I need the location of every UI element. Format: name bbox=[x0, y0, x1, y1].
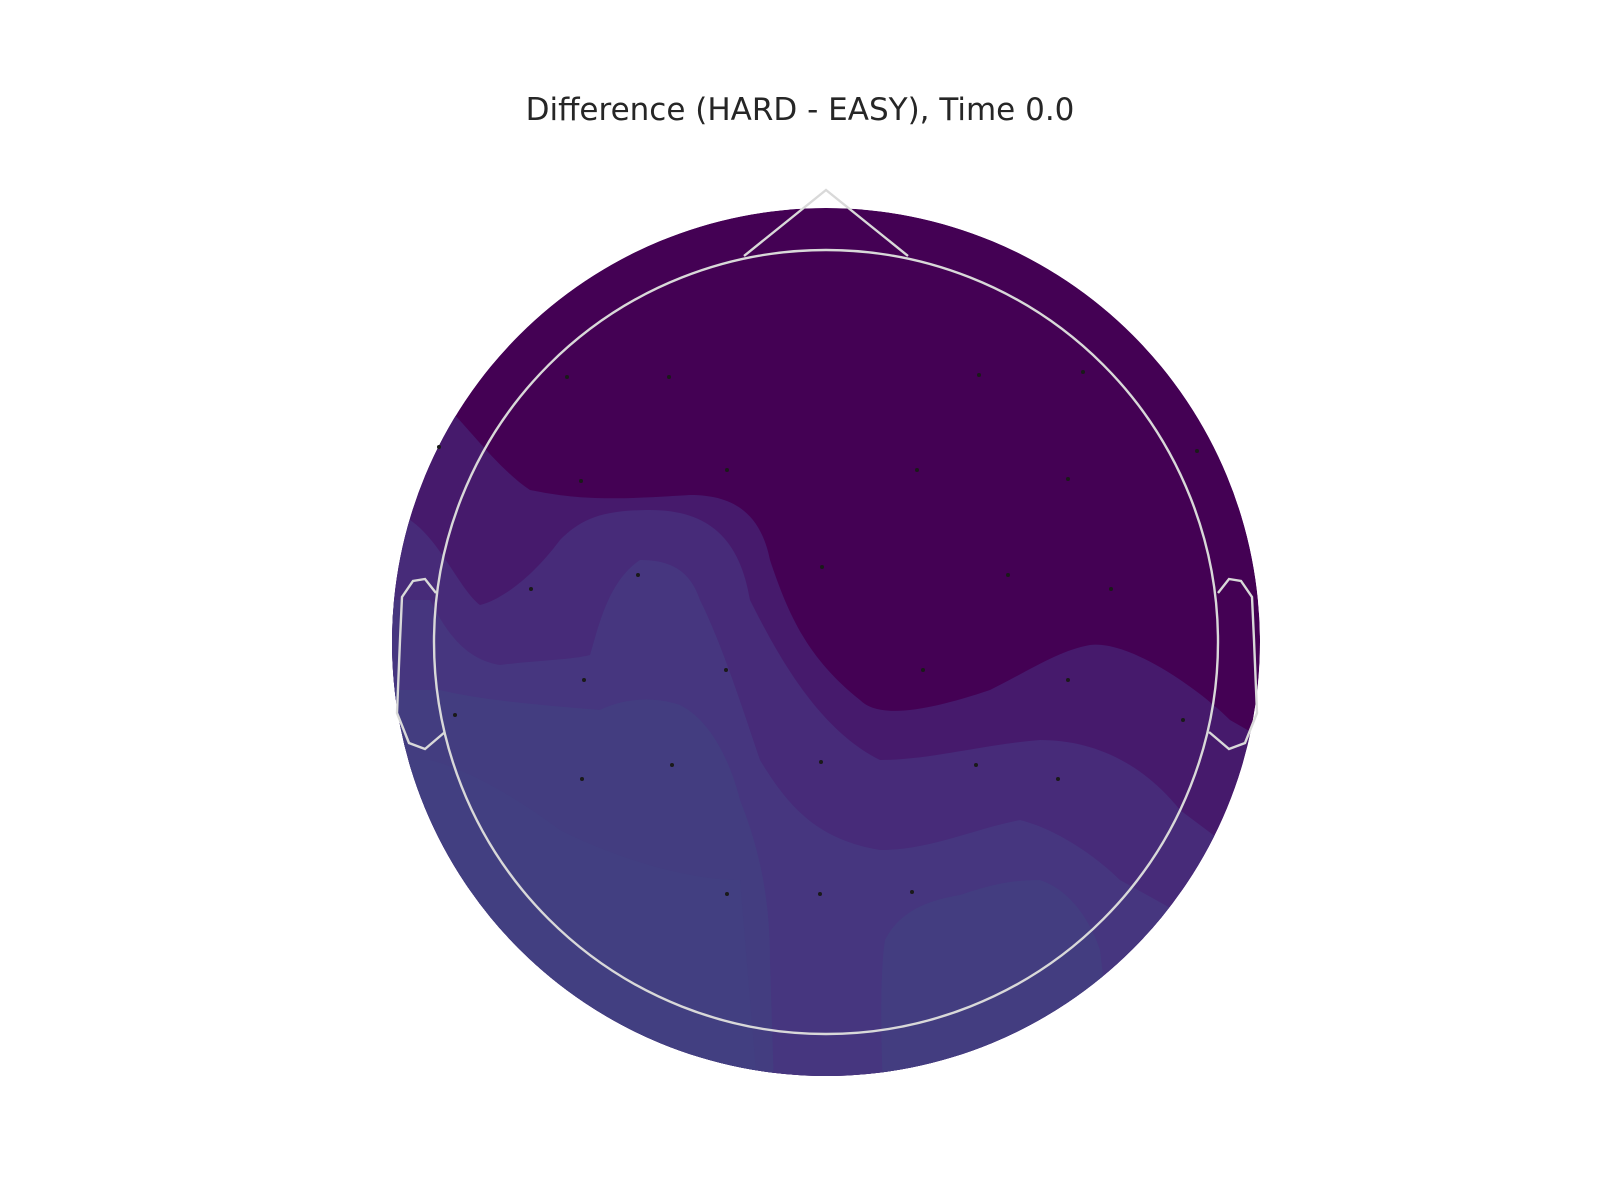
sensor-marker bbox=[565, 375, 569, 379]
sensor-marker bbox=[1081, 370, 1085, 374]
sensor-marker bbox=[1066, 678, 1070, 682]
sensor-marker bbox=[725, 892, 729, 896]
right-ear-outline bbox=[1208, 577, 1259, 751]
sensor-marker bbox=[580, 777, 584, 781]
sensor-marker bbox=[725, 468, 729, 472]
sensor-marker bbox=[529, 587, 533, 591]
sensor-marker bbox=[579, 479, 583, 483]
sensor-marker bbox=[974, 763, 978, 767]
sensor-marker bbox=[1181, 718, 1185, 722]
sensor-marker bbox=[670, 763, 674, 767]
topomap-field bbox=[392, 208, 1260, 1076]
sensor-marker bbox=[1006, 573, 1010, 577]
sensor-marker bbox=[724, 668, 728, 672]
sensor-marker bbox=[977, 373, 981, 377]
sensor-marker bbox=[1066, 477, 1070, 481]
sensor-marker bbox=[910, 890, 914, 894]
sensor-marker bbox=[636, 573, 640, 577]
head-outline bbox=[395, 188, 1259, 1036]
head-circle bbox=[432, 248, 1220, 1036]
sensor-marker bbox=[820, 565, 824, 569]
sensor-marker bbox=[437, 445, 441, 449]
chart-title: Difference (HARD - EASY), Time 0.0 bbox=[525, 92, 1075, 128]
sensor-marker bbox=[1109, 587, 1113, 591]
sensor-marker bbox=[582, 678, 586, 682]
sensor-marker bbox=[667, 375, 671, 379]
sensor-marker bbox=[1195, 449, 1199, 453]
sensor-positions bbox=[437, 370, 1199, 896]
left-ear-outline bbox=[395, 577, 446, 751]
sensor-marker bbox=[819, 760, 823, 764]
sensor-marker bbox=[1056, 777, 1060, 781]
sensor-marker bbox=[453, 713, 457, 717]
nose-outline bbox=[743, 188, 909, 257]
sensor-marker bbox=[921, 668, 925, 672]
sensor-marker bbox=[818, 892, 822, 896]
sensor-marker bbox=[915, 468, 919, 472]
